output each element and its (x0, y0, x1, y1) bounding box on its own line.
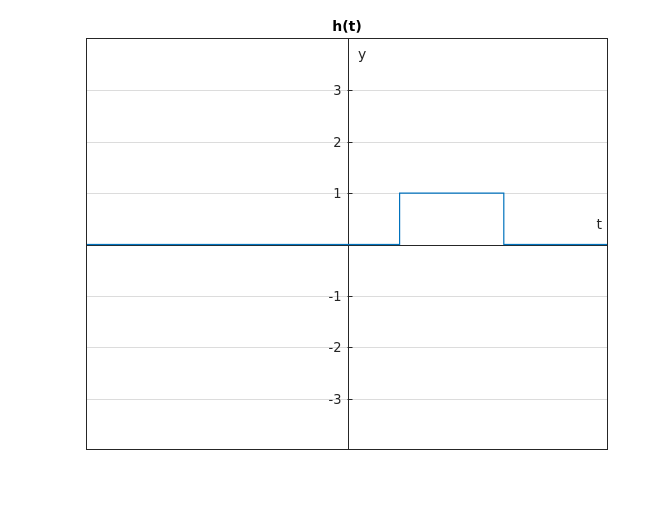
chart-title: h(t) (332, 19, 361, 35)
y-tick-label: -2 (329, 341, 342, 356)
series-line (87, 192, 608, 246)
series-group (87, 192, 608, 246)
y-tick-label: 2 (333, 136, 341, 151)
y-axis-label: y (358, 47, 366, 63)
y-tick-label: 1 (333, 187, 341, 202)
y-tick-label: -1 (329, 290, 342, 305)
axes-box (86, 38, 608, 450)
tick-labels: -3 -2 -1 1 2 3 (329, 84, 342, 408)
y-tick-label: 3 (333, 84, 341, 99)
y-tick-label: -3 (329, 393, 342, 408)
x-axis-label: t (597, 217, 603, 233)
